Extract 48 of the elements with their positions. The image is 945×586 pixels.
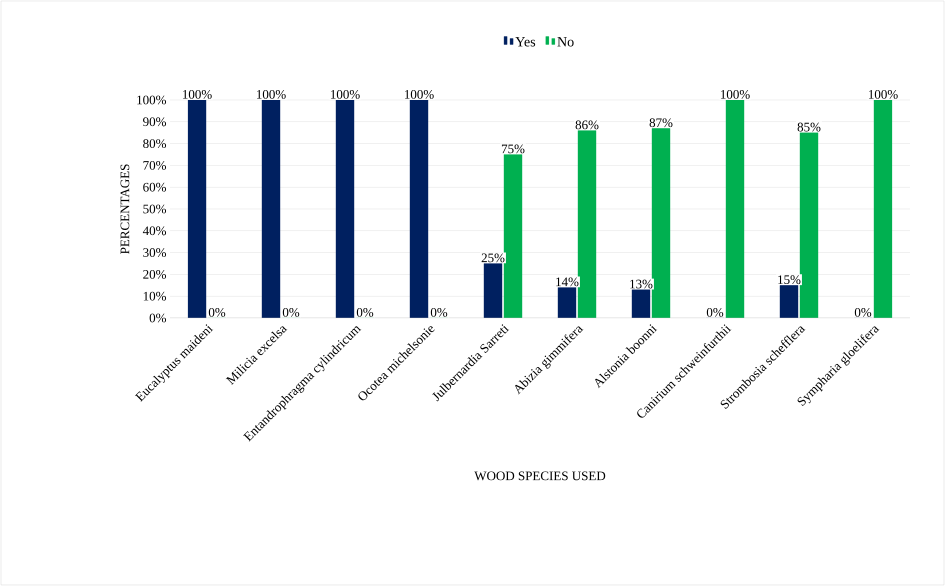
y-tick-label: 50% xyxy=(143,204,166,214)
x-axis-title: WOOD SPECIES USED xyxy=(474,472,606,480)
bar xyxy=(558,287,576,318)
data-label: 100% xyxy=(256,90,286,99)
y-tick-label: 100% xyxy=(137,96,166,104)
data-label: 0% xyxy=(208,308,226,317)
y-tick-label: 20% xyxy=(143,270,166,279)
data-label: 100% xyxy=(330,90,360,99)
data-label: 15% xyxy=(778,275,800,284)
bar xyxy=(874,100,892,318)
data-label: 0% xyxy=(282,308,300,317)
bar xyxy=(410,100,428,318)
y-tick-label: 80% xyxy=(143,139,166,148)
bar xyxy=(188,100,206,318)
y-tick-label: 40% xyxy=(142,226,166,236)
bar xyxy=(504,154,522,318)
bar xyxy=(578,130,596,318)
bar xyxy=(336,100,354,318)
y-tick-label: 10% xyxy=(144,292,166,301)
data-label: 100% xyxy=(868,90,898,99)
legend-label: No xyxy=(557,37,574,46)
data-label: 85% xyxy=(798,122,820,132)
data-label: 100% xyxy=(404,90,434,99)
bar xyxy=(262,100,280,318)
data-label: 0% xyxy=(430,308,448,317)
y-axis-title: PERCENTAGES xyxy=(120,164,130,254)
y-tick-label: 30% xyxy=(143,248,166,257)
bar xyxy=(632,289,650,318)
y-tick-label: 70% xyxy=(144,160,166,170)
bar xyxy=(780,285,798,318)
data-label: 0% xyxy=(356,308,374,317)
data-label: 0% xyxy=(854,308,872,317)
data-label: 14% xyxy=(556,277,578,286)
y-tick-label: 90% xyxy=(143,117,166,126)
y-tick-label: 60% xyxy=(143,182,166,192)
data-label: 100% xyxy=(720,90,750,99)
data-label: 13% xyxy=(630,280,652,288)
legend-label: Yes xyxy=(515,37,536,46)
data-label: 75% xyxy=(502,144,524,154)
y-tick-label: 0% xyxy=(150,314,166,322)
data-label: 86% xyxy=(576,120,598,130)
data-label: 87% xyxy=(650,118,672,128)
data-label: 25% xyxy=(482,253,504,262)
bar xyxy=(484,263,502,318)
data-label: 100% xyxy=(182,90,212,99)
bar xyxy=(800,132,818,318)
bar xyxy=(726,100,744,318)
data-label: 0% xyxy=(706,308,724,317)
